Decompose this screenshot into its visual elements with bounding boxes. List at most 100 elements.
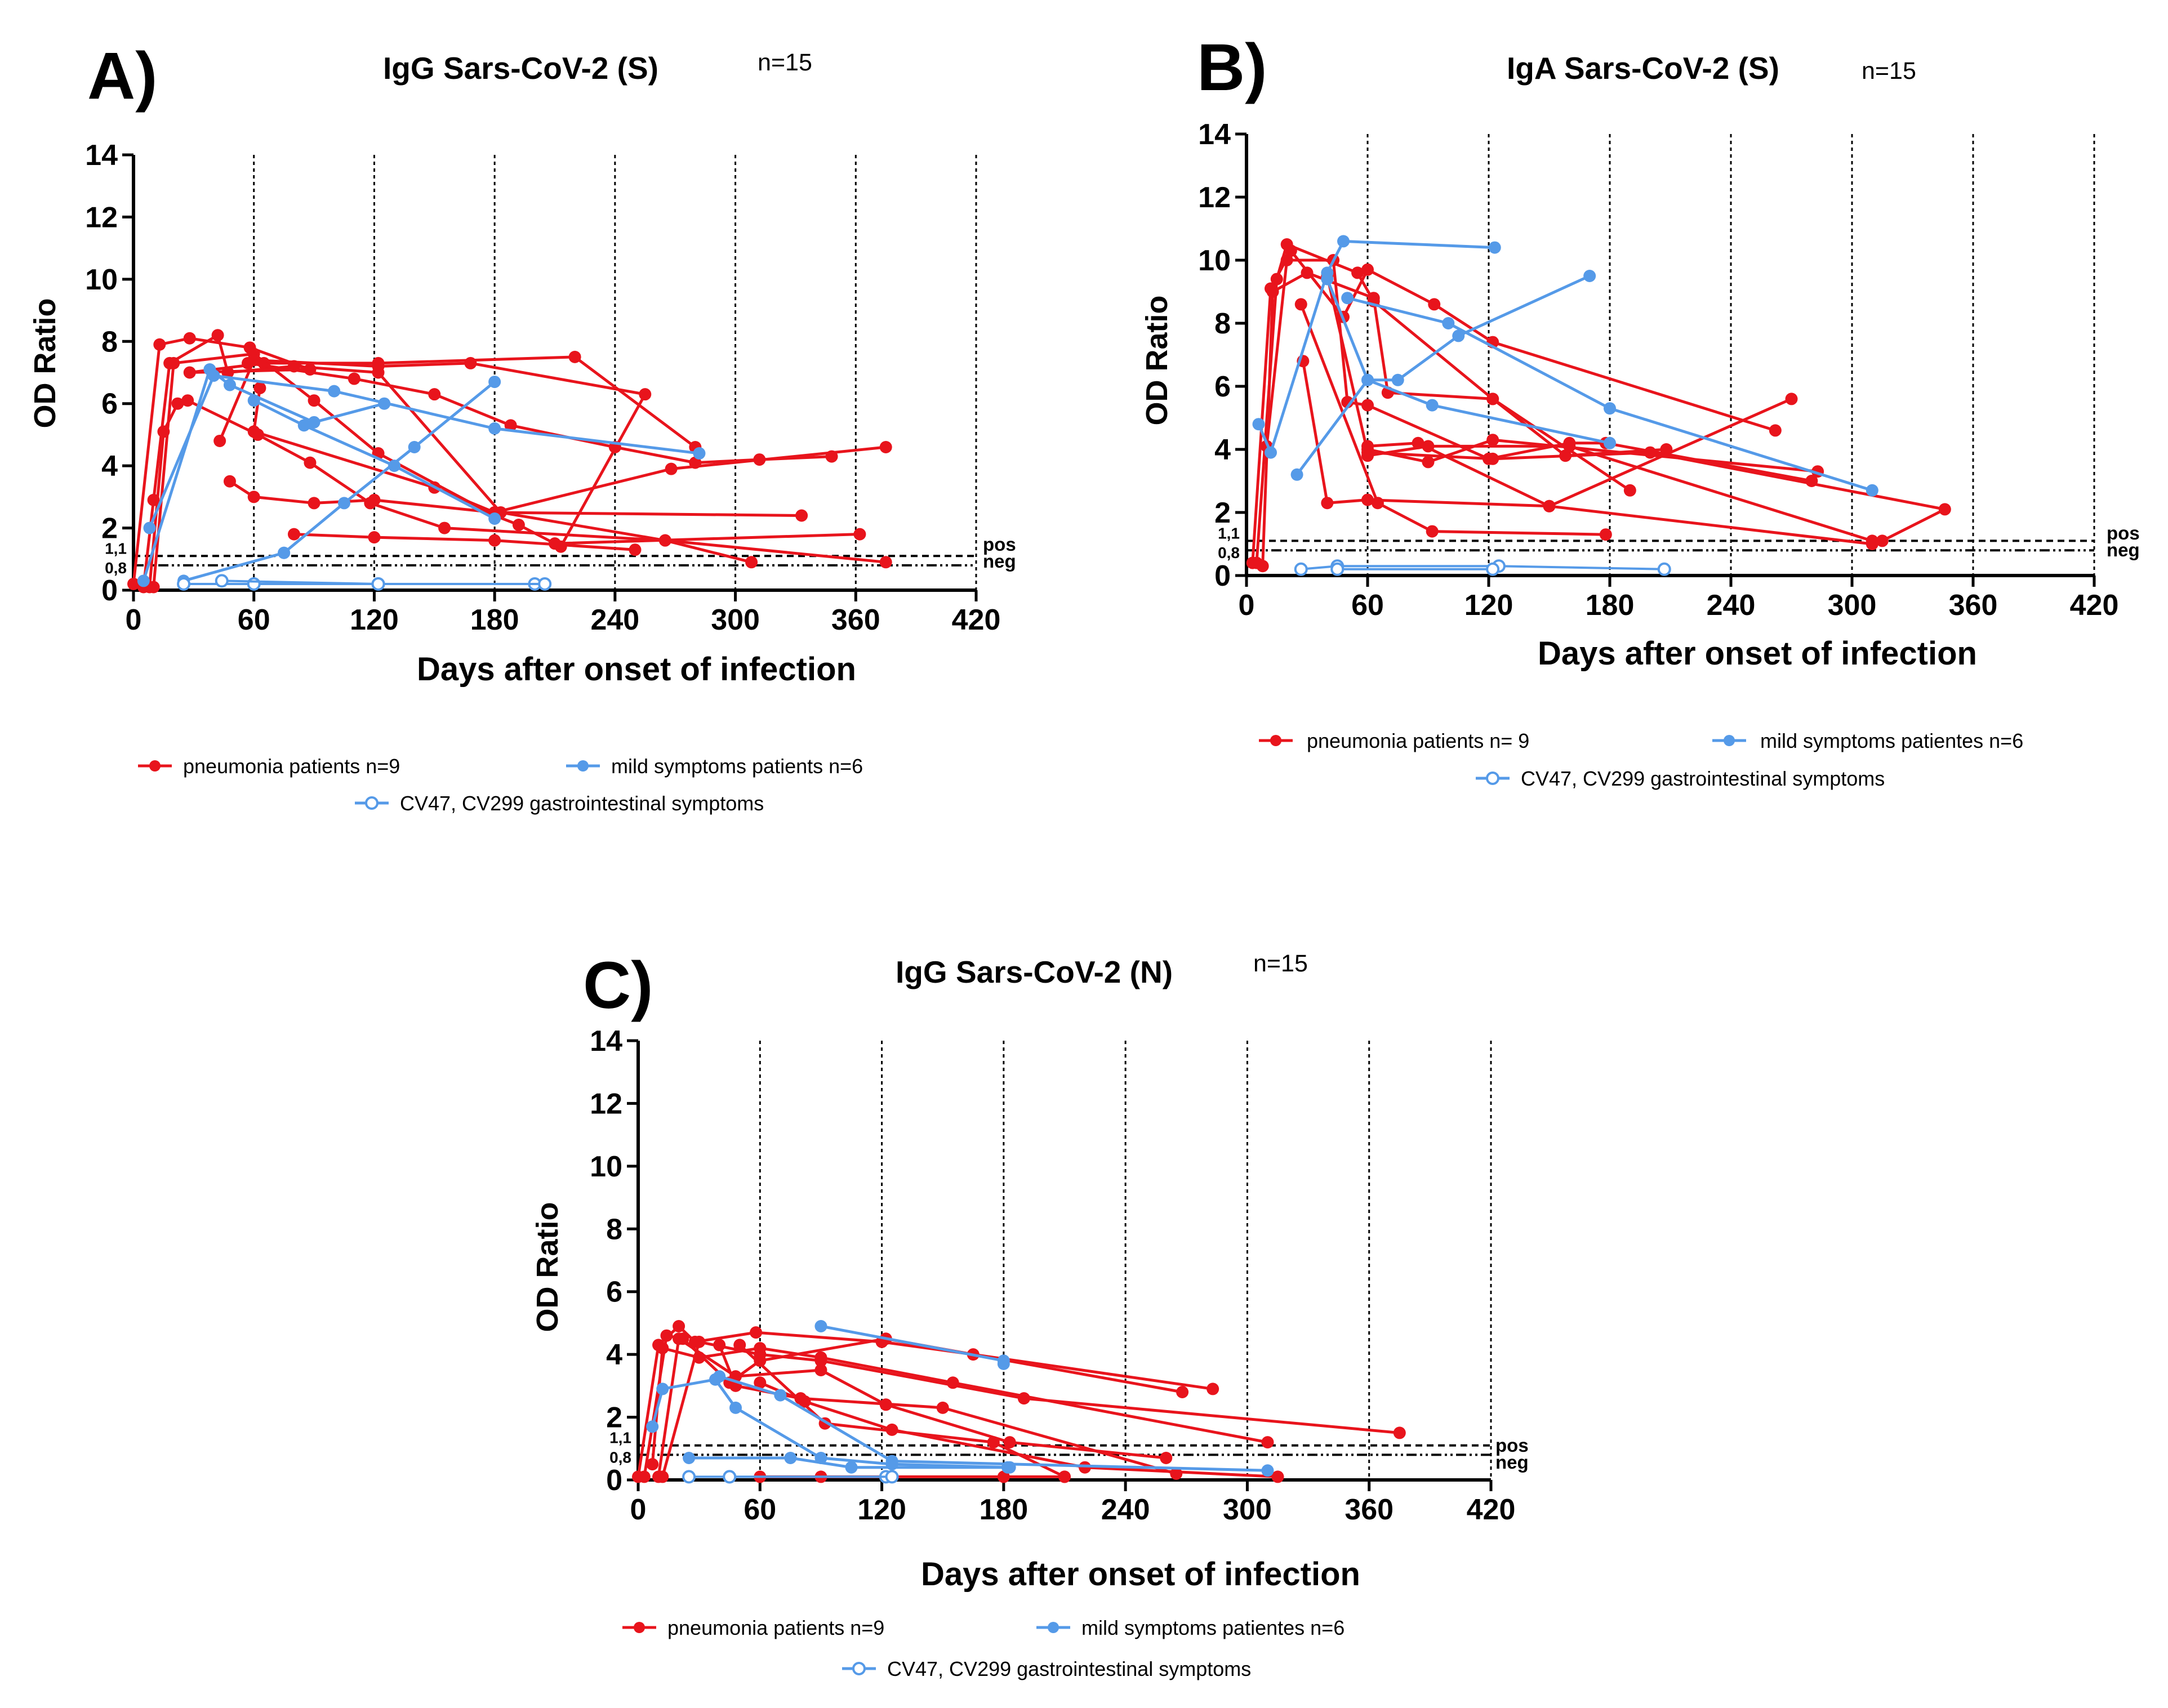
panel-c-data-point [754,1348,767,1361]
panel-a-data-point [665,462,678,475]
panel-c-series-mild-12 [713,1370,1274,1477]
panel-c-x-tick-label-240: 240 [1101,1493,1150,1526]
panel-b: B) IgA Sars-CoV-2 (S) n=15 Days after on… [1140,30,2140,790]
panel-a-data-point [639,388,652,401]
panel-a-series-line [293,533,635,551]
panel-b-data-point [1361,493,1374,506]
panel-a-y-tick-label-6: 6 [101,388,118,421]
panel-c-data-point [646,1420,659,1433]
panel-b-data-point [1452,329,1465,342]
panel-a-data-point [879,556,892,569]
panel-a-data-point [211,329,224,342]
panel-a-series-mild-10 [247,394,501,525]
panel-a-legend-gastro-label: CV47, CV299 gastrointestinal symptoms [400,792,764,815]
panel-c-data-point [646,1458,659,1471]
panel-b-data-point [1294,562,1308,576]
panel-c-data-point [682,1470,696,1484]
panel-b-data-point [1294,298,1307,311]
panel-c-data-point [774,1389,787,1402]
panel-b-data-point [1321,273,1334,286]
panel-b-data-point [1301,266,1314,279]
panel-c-data-point [1017,1392,1030,1405]
panel-b-legend-pneumonia-marker [1270,735,1281,746]
panel-a-data-point [372,360,385,373]
panel-b-series-line [1326,278,1610,445]
panel-a-data-point [368,531,381,544]
panel-b-x-tick-label-240: 240 [1707,589,1756,622]
panel-a: A) IgG Sars-CoV-2 (S) n=15 Days after on… [28,39,1016,815]
panel-a-legend-pneumonia-label: pneumonia patients n=9 [183,755,400,778]
panel-a-data-point [183,366,196,379]
panel-c-x-tick-label-360: 360 [1345,1493,1394,1526]
panel-b-data-point [1486,452,1499,465]
panel-a-y-tick-label-8: 8 [101,325,118,358]
panel-a-legend-mild-marker [577,760,589,772]
panel-c-data-point [683,1452,696,1464]
panel-a-x-tick-label-240: 240 [590,604,639,636]
panel-a-series-line [283,381,496,554]
panel-c-series-line [661,1340,1400,1478]
panel-b-data-point [1391,373,1404,386]
panel-c-y-tick-label-10: 10 [590,1150,622,1183]
panel-b-x-tick-label-300: 300 [1828,589,1877,622]
panel-b-y-tick-label-4: 4 [1214,434,1231,466]
panel-a-y-axis-title: OD Ratio [28,298,62,428]
panel-a-x-tick-label-0: 0 [126,604,142,636]
panel-b-data-point [1361,399,1374,412]
panel-a-data-point [223,378,236,391]
panel-c-data-point [784,1452,797,1464]
panel-b-data-point [1657,562,1671,576]
panel-a-data-point [745,556,758,569]
panel-a-data-point [297,419,310,432]
panel-c-data-point [814,1354,827,1367]
panel-c-data-point [656,1470,669,1483]
panel-a-data-point [207,369,220,382]
panel-a-legend-gastro-marker [365,796,379,810]
panel-b-data-point [1290,468,1303,481]
panel-c-y-tick-label-4: 4 [606,1339,622,1371]
panel-a-data-point [488,376,501,389]
panel-b-x-tick-label-420: 420 [2070,589,2119,622]
panel-b-data-point [1938,503,1951,516]
panel-a-x-tick-label-120: 120 [350,604,399,636]
panel-a-data-point [554,540,567,553]
panel-b-data-point [1337,235,1350,248]
panel-a-series-gastro-15 [215,574,552,591]
panel-a-data-point [183,332,196,345]
panel-a-series-line [183,551,284,582]
panel-a-data-point [371,577,385,591]
panel-c-data-point [750,1326,763,1339]
panel-b-title: IgA Sars-CoV-2 (S) [1507,51,1779,86]
panel-a-data-point [438,521,451,534]
panel-a-data-point [287,528,300,541]
panel-b-series-mild-12 [1321,273,1616,449]
panel-b-data-point [1422,456,1435,469]
panel-a-data-point [488,512,501,525]
panel-a-legend: pneumonia patients n=9 mild symptoms pat… [138,755,863,815]
panel-b-x-tick-label-360: 360 [1949,589,1998,622]
panel-b-x-tick-label-180: 180 [1586,589,1635,622]
panel-a-data-point [368,493,381,506]
panel-a-data-point [428,388,441,401]
panel-a-series-pneumonia-3 [147,347,866,594]
panel-a-y-tick-label-12: 12 [85,201,118,234]
panel-c-pos-label: pos [1495,1435,1529,1456]
panel-a-data-point [247,394,260,407]
panel-b-series-line [1299,304,1606,536]
panel-c-data-point [1207,1383,1219,1395]
panel-c-y-tick-label-8: 8 [606,1213,622,1246]
panel-c-cutoff-pos-tick: 1,1 [609,1429,631,1447]
panel-b-data-point [1442,317,1455,329]
panel-c-data-point [733,1339,746,1352]
panel-a-data-point [242,356,255,369]
panel-c-data-point [987,1436,1000,1449]
panel-b-y-axis-title: OD Ratio [1140,295,1174,425]
panel-a-data-point [538,577,552,591]
panel-c-data-point [673,1320,685,1332]
panel-b-x-axis-title: Days after onset of infection [1538,635,1977,672]
panel-b-x-tick-label-120: 120 [1464,589,1513,622]
panel-a-data-point [488,422,501,435]
panel-a-data-point [223,475,236,488]
panel-c-legend-gastro-marker [852,1662,866,1675]
panel-a-y-tick-label-0: 0 [101,574,118,607]
